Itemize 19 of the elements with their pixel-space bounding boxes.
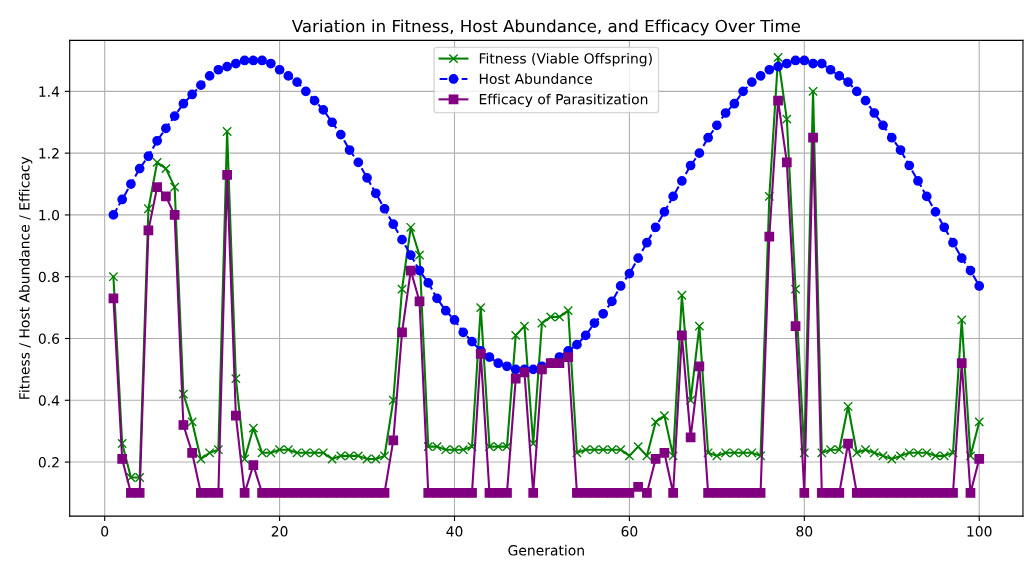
y-tick-label: 1.0 xyxy=(39,209,60,221)
x-tick-label: 20 xyxy=(271,526,288,537)
y-tick-label: 0.4 xyxy=(38,395,60,406)
x-tick-label: 0 xyxy=(101,526,109,537)
y-tick-label: 1.4 xyxy=(39,86,60,97)
y-tick-label: 0.2 xyxy=(38,457,59,468)
x-tick-label: 80 xyxy=(796,526,813,537)
y-axis-title: Fitness / Host Abundance / Efficacy xyxy=(18,156,33,399)
x-tick-label: 60 xyxy=(621,526,638,537)
legend-label: Host Abundance xyxy=(479,73,593,85)
x-tick-label: 40 xyxy=(446,526,463,537)
y-tick-label: 0.6 xyxy=(38,333,60,344)
y-tick-label: 0.8 xyxy=(38,271,60,283)
legend-label: Efficacy of Parasitization xyxy=(479,93,648,108)
x-axis-title: Generation xyxy=(508,544,584,556)
legend-label: Fitness (Viable Offspring) xyxy=(479,52,652,67)
x-tick-label: 100 xyxy=(967,526,992,537)
chart-title: Variation in Fitness, Host Abundance, and Efficacy Over Time xyxy=(291,19,801,36)
y-tick-label: 1.2 xyxy=(39,148,59,159)
